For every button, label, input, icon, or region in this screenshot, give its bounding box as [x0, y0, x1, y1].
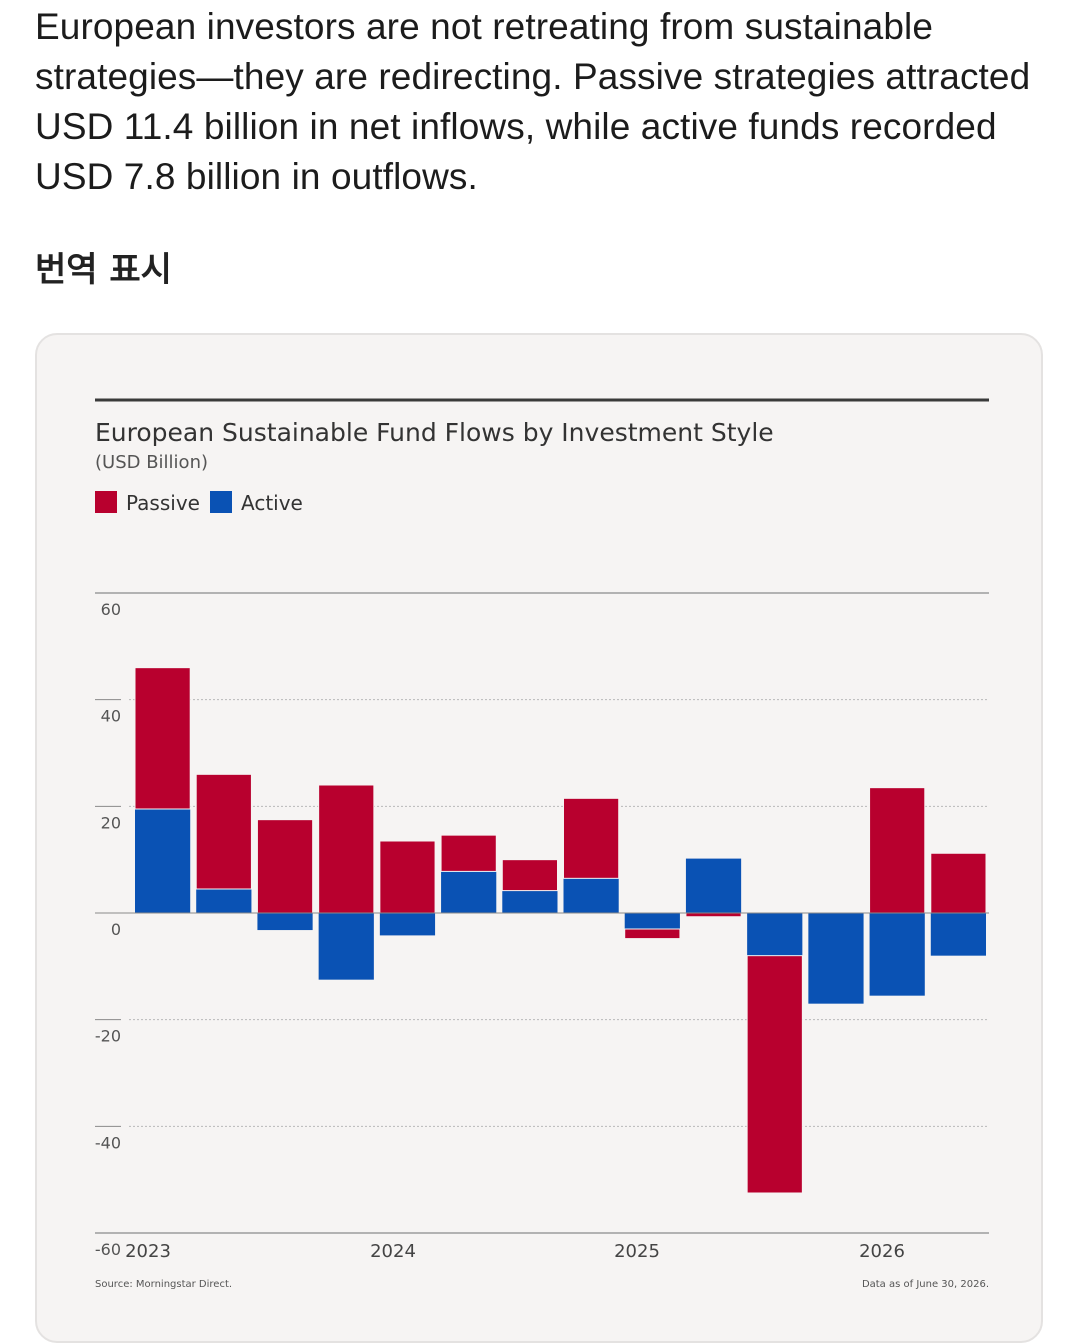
x-year-label: 2026	[859, 1241, 905, 1262]
bar-passive	[318, 784, 375, 914]
chart-subtitle: (USD Billion)	[95, 452, 208, 473]
y-tick-label: -20	[95, 1027, 121, 1046]
bar-passive	[134, 667, 191, 810]
bar-passive	[869, 787, 926, 914]
chart-card[interactable]: European Sustainable Fund Flows by Inves…	[35, 333, 1043, 1343]
bar-active	[441, 871, 497, 913]
translate-link[interactable]: 번역 표시	[35, 250, 172, 290]
y-tick-label: 0	[111, 920, 121, 939]
bar-passive	[195, 773, 252, 890]
legend-swatch-active	[210, 491, 232, 513]
bar-active	[379, 913, 436, 936]
bar-passive	[930, 852, 987, 914]
chart-title: European Sustainable Fund Flows by Inves…	[95, 418, 774, 447]
post-text: European investors are not retreating fr…	[35, 6, 1031, 197]
y-tick-label: 60	[101, 600, 121, 619]
bar-active	[563, 878, 619, 913]
bar-active	[318, 913, 374, 980]
bar-active	[808, 913, 864, 1004]
x-year-label: 2024	[370, 1241, 416, 1262]
bar-passive	[256, 819, 314, 914]
chart-note: Data as of June 30, 2026.	[862, 1279, 989, 1290]
bar-active	[747, 913, 803, 956]
bar-passive	[563, 797, 620, 879]
bar-active	[502, 890, 558, 913]
y-tick-label: -60	[95, 1240, 121, 1259]
bar-passive	[624, 928, 681, 940]
legend-swatch-passive	[95, 491, 117, 513]
bar-passive	[440, 834, 497, 872]
legend-label-active: Active	[241, 491, 303, 515]
x-year-label: 2025	[614, 1241, 660, 1262]
y-tick-label: 20	[101, 813, 121, 832]
bar-passive	[379, 840, 436, 914]
bar-active	[685, 858, 742, 913]
bar-active	[257, 913, 313, 931]
bar-passive	[746, 955, 803, 1194]
bar-active	[135, 809, 191, 913]
x-year-label: 2023	[125, 1241, 171, 1262]
legend-label-passive: Passive	[126, 491, 200, 515]
y-tick-label: -40	[95, 1133, 121, 1152]
bar-active	[869, 913, 925, 996]
bar-passive	[685, 912, 742, 918]
bar-active	[930, 913, 986, 956]
bars-layer	[134, 667, 987, 1194]
bar-passive	[501, 859, 558, 892]
bar-active	[196, 889, 252, 913]
axis-layer: 60 40 20 0 -20 -40 -60 2023 2024 2025 2026	[95, 600, 989, 1262]
chart-source: Source: Morningstar Direct.	[95, 1279, 232, 1290]
y-tick-label: 40	[101, 707, 121, 726]
bar-active	[624, 913, 680, 929]
fund-flows-chart: European Sustainable Fund Flows by Inves…	[95, 398, 989, 1290]
